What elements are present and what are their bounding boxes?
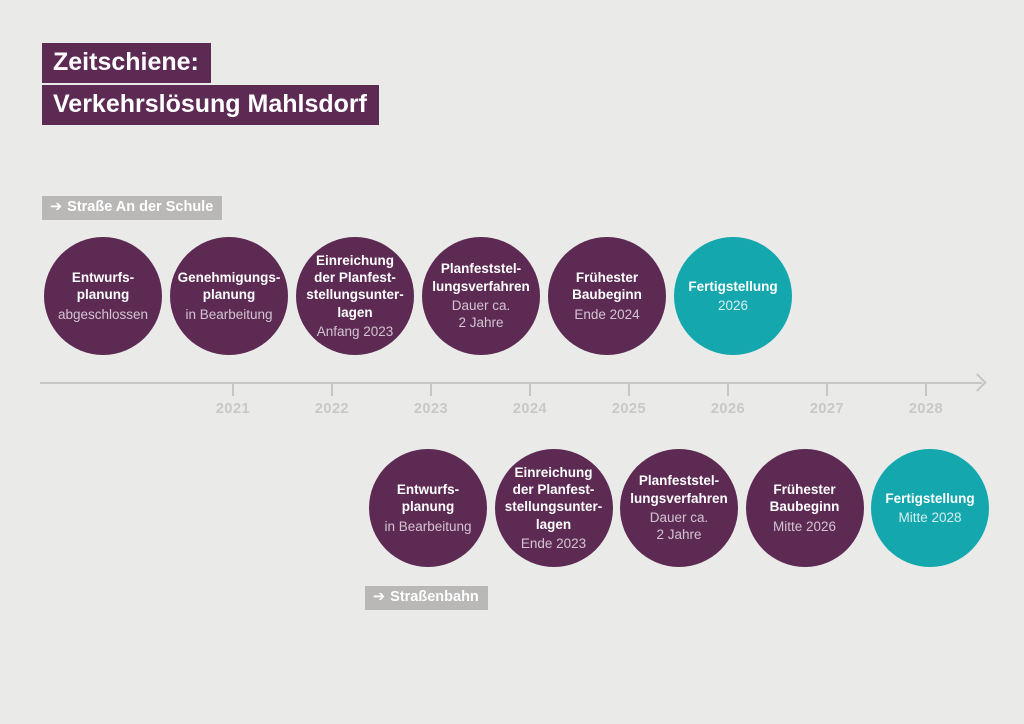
- milestone-circle: Entwurfs-planung in Bearbeitung: [369, 449, 487, 567]
- milestone-subtitle: 2026: [717, 298, 749, 313]
- milestone-subtitle: Anfang 2023: [316, 323, 394, 339]
- milestone-circle: Fertigstellung 2026: [674, 237, 792, 355]
- milestone-circle: Genehmigungs-planung in Bearbeitung: [170, 237, 288, 355]
- page-title: Zeitschiene: Verkehrslösung Mahlsdorf: [42, 43, 379, 127]
- milestone-subtitle: in Bearbeitung: [185, 306, 273, 322]
- axis-tick: [628, 383, 630, 396]
- axis-tick: [925, 383, 927, 396]
- axis-year-label: 2025: [611, 401, 647, 417]
- track-label-strasse-an-der-schule: ➔ Straße An der Schule: [42, 196, 223, 220]
- axis-year-label: 2023: [413, 401, 449, 417]
- milestone-title: Frühester Baubeginn: [572, 270, 642, 303]
- track-label-text: Straße An der Schule: [67, 199, 214, 215]
- milestone-subtitle: Mitte 2026: [772, 518, 837, 534]
- axis-year-label: 2026: [710, 401, 746, 417]
- milestone-title: Planfeststel-lungsverfahren: [630, 473, 728, 506]
- milestone-title: Planfeststel-lungsverfahren: [432, 261, 530, 294]
- milestone-subtitle: Mitte 2028: [898, 510, 962, 525]
- axis-year-label: 2021: [215, 401, 251, 417]
- axis-tick: [232, 383, 234, 396]
- milestone-title: Entwurfs-planung: [71, 270, 135, 303]
- milestone-title: Frühester Baubeginn: [769, 482, 840, 515]
- milestone-title: Einreichung der Planfest-stellungsunter-l…: [504, 464, 603, 532]
- milestone-subtitle: in Bearbeitung: [384, 518, 472, 534]
- milestone-circle: Einreichung der Planfest-stellungsunter-l…: [296, 237, 414, 355]
- page-title-line-1: Zeitschiene:: [42, 43, 211, 83]
- milestone-circle: Planfeststel-lungsverfahren Dauer ca. 2 Ja…: [620, 449, 738, 567]
- axis-year-label: 2028: [908, 401, 944, 417]
- arrow-right-icon: ➔: [50, 199, 63, 215]
- milestone-subtitle: Dauer ca. 2 Jahre: [451, 298, 511, 331]
- arrow-right-icon: ➔: [373, 589, 386, 605]
- axis-year-label: 2027: [809, 401, 845, 417]
- axis-tick: [826, 383, 828, 396]
- milestone-subtitle: Ende 2023: [520, 535, 587, 551]
- milestone-circle: Frühester Baubeginn Ende 2024: [548, 237, 666, 355]
- axis-tick: [529, 383, 531, 396]
- milestone-title: Genehmigungs-planung: [177, 270, 281, 303]
- milestone-circle: Frühester Baubeginn Mitte 2026: [745, 449, 864, 567]
- axis-year-label: 2022: [314, 401, 350, 417]
- milestone-title: Entwurfs-planung: [396, 482, 460, 515]
- axis-line: [40, 382, 982, 384]
- milestone-circle: Entwurfs-planung abgeschlossen: [44, 237, 162, 355]
- axis-tick: [727, 383, 729, 396]
- axis-tick: [331, 383, 333, 396]
- track-label-strassenbahn: ➔ Straßenbahn: [365, 586, 488, 610]
- milestone-title: Fertigstellung: [885, 490, 975, 506]
- milestone-subtitle: abgeschlossen: [57, 306, 149, 322]
- track-label-text: Straßenbahn: [390, 589, 479, 605]
- milestone-circle: Einreichung der Planfest-stellungsunter-l…: [494, 449, 613, 567]
- milestone-circle: Planfeststel-lungsverfahren Dauer ca. 2 Ja…: [422, 237, 540, 355]
- milestone-circle: Fertigstellung Mitte 2028: [871, 449, 989, 567]
- milestone-title: Fertigstellung: [688, 278, 778, 294]
- milestone-subtitle: Ende 2024: [574, 306, 640, 322]
- axis-arrowhead-icon: [968, 373, 987, 392]
- axis-tick: [430, 383, 432, 396]
- milestone-subtitle: Dauer ca. 2 Jahre: [649, 510, 709, 543]
- axis-year-label: 2024: [512, 401, 548, 417]
- page-title-line-2: Verkehrslösung Mahlsdorf: [42, 85, 379, 125]
- milestone-title: Einreichung der Planfest-stellungsunter-l…: [306, 252, 404, 320]
